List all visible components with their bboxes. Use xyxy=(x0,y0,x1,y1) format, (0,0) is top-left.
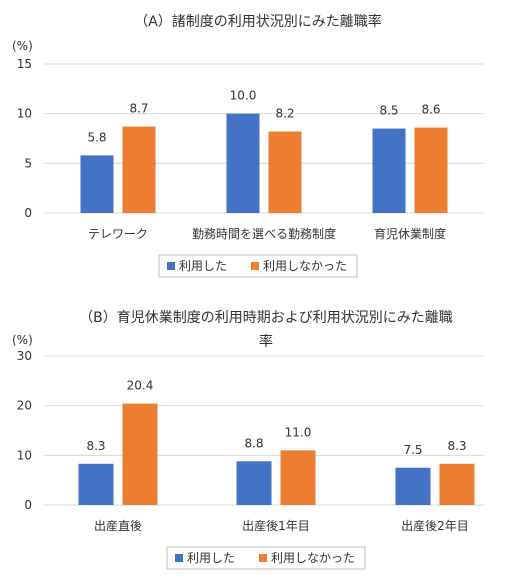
chart-b-bars xyxy=(78,403,475,505)
chart-a-data-label: 8.7 xyxy=(129,102,148,116)
chart-a-data-label: 8.2 xyxy=(275,107,294,121)
chart-a-category-labels: テレワーク 勤務時間を選べる勤務制度 育児休業制度 xyxy=(88,226,446,241)
chart-a-bar xyxy=(80,155,114,213)
chart-a-bar xyxy=(268,131,302,213)
chart-b-category-label: 出産後2年目 xyxy=(401,518,469,533)
chart-b-data-labels: 8.3 20.4 8.8 11.0 7.5 8.3 xyxy=(86,379,466,457)
chart-a-data-labels: 5.8 8.7 10.0 8.2 8.5 8.6 xyxy=(87,89,440,145)
chart-a-data-label: 8.5 xyxy=(379,104,398,118)
chart-b-y-tick-label: 10 xyxy=(17,448,32,462)
chart-a-legend-frame xyxy=(158,254,358,278)
chart-a-data-label: 10.0 xyxy=(230,89,257,103)
chart-a-y-tick-label: 10 xyxy=(17,107,32,121)
chart-b-data-label: 11.0 xyxy=(285,425,312,439)
chart-a-bar xyxy=(372,128,406,213)
chart-b-data-label: 8.3 xyxy=(86,439,105,453)
chart-a-bar xyxy=(122,126,156,213)
chart-b-bar xyxy=(78,463,114,505)
chart-a-gridlines xyxy=(44,63,484,214)
chart-b-data-label: 7.5 xyxy=(403,443,422,457)
chart-a-y-tick-label: 0 xyxy=(24,206,32,220)
chart-a-data-label: 8.6 xyxy=(421,103,440,117)
chart-a-legend-label: 利用した xyxy=(179,259,227,273)
chart-b: （B）育児休業制度の利用時期および利用状況別にみた離職 率 (%) 0 10 20 3… xyxy=(12,309,484,570)
chart-a-y-tick-label: 5 xyxy=(24,156,32,170)
chart-b-legend-swatch xyxy=(175,554,183,562)
chart-b-data-label: 8.3 xyxy=(447,439,466,453)
chart-a-category-label: テレワーク xyxy=(88,227,148,241)
chart-b-legend: 利用した 利用しなかった xyxy=(166,546,366,570)
chart-a-category-label: 勤務時間を選べる勤務制度 xyxy=(192,226,336,241)
chart-b-category-label: 出産後1年目 xyxy=(242,518,310,533)
chart-b-bar xyxy=(280,450,316,505)
chart-a-bar xyxy=(414,127,448,213)
chart-b-unit-label: (%) xyxy=(12,333,33,347)
chart-b-legend-label: 利用しなかった xyxy=(271,551,355,565)
chart-b-bar xyxy=(439,463,475,505)
chart-a-legend-swatch xyxy=(167,262,175,270)
chart-b-legend-swatch xyxy=(259,554,267,562)
chart-b-bar xyxy=(122,403,158,505)
chart-a-legend: 利用した 利用しなかった xyxy=(158,254,358,278)
chart-b-bar xyxy=(395,467,431,505)
chart-b-bar xyxy=(236,461,272,505)
chart-a: （A）諸制度の利用状況別にみた離職率 (%) 0 5 10 15 5.8 8.7 10.0… xyxy=(12,13,484,278)
chart-a-title: （A）諸制度の利用状況別にみた離職率 xyxy=(134,13,382,30)
chart-b-data-label: 8.8 xyxy=(244,436,263,450)
chart-b-title-line2: 率 xyxy=(259,333,273,350)
chart-b-y-tick-label: 30 xyxy=(17,349,32,363)
chart-a-unit-label: (%) xyxy=(12,39,33,53)
chart-b-y-tick-label: 20 xyxy=(17,399,32,413)
chart-a-legend-label: 利用しなかった xyxy=(263,259,347,273)
chart-a-data-label: 5.8 xyxy=(87,130,106,144)
chart-b-legend-frame xyxy=(166,546,366,570)
chart-b-category-labels: 出産直後 出産後1年目 出産後2年目 xyxy=(94,518,469,533)
chart-a-y-ticks: 0 5 10 15 xyxy=(17,57,32,220)
chart-a-bar xyxy=(226,113,260,213)
chart-b-legend-label: 利用した xyxy=(187,551,235,565)
chart-b-y-ticks: 0 10 20 30 xyxy=(17,349,32,512)
chart-a-legend-swatch xyxy=(251,262,259,270)
chart-b-title: （B）育児休業制度の利用時期および利用状況別にみた離職 xyxy=(79,309,453,326)
chart-a-bars xyxy=(80,113,448,213)
chart-b-category-label: 出産直後 xyxy=(94,518,142,533)
chart-a-category-label: 育児休業制度 xyxy=(374,226,446,241)
chart-b-data-label: 20.4 xyxy=(127,379,154,393)
chart-b-y-tick-label: 0 xyxy=(24,498,32,512)
chart-a-y-tick-label: 15 xyxy=(17,57,32,71)
